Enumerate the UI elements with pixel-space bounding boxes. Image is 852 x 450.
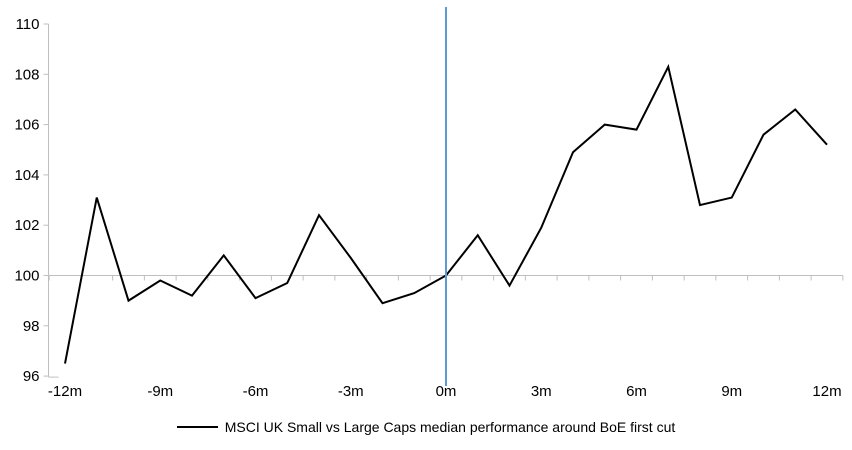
- legend-label: MSCI UK Small vs Large Caps median perfo…: [224, 419, 676, 435]
- y-tick-label: 108: [14, 66, 39, 83]
- x-tick-label: 12m: [812, 383, 841, 400]
- y-axis: [43, 23, 59, 378]
- x-tick-label: -3m: [338, 383, 364, 400]
- y-tick-label: 96: [23, 368, 40, 385]
- x-tick-label: 9m: [721, 383, 742, 400]
- x-axis-labels: -12m -9m -6m -3m 0m 3m 6m 9m 12m: [48, 383, 842, 400]
- x-tick-label: 6m: [626, 383, 647, 400]
- y-tick-label: 98: [23, 318, 40, 335]
- x-tick-label: 3m: [531, 383, 552, 400]
- y-tick-label: 106: [14, 117, 39, 134]
- y-tick-label: 100: [14, 268, 39, 285]
- chart-legend: MSCI UK Small vs Large Caps median perfo…: [0, 417, 852, 437]
- legend-line-sample: [176, 426, 218, 428]
- y-tick-label: 102: [14, 217, 39, 234]
- x-tick-label: -6m: [243, 383, 269, 400]
- y-tick-label: 110: [16, 16, 40, 33]
- x-tick-label: 0m: [436, 383, 457, 400]
- x-tick-label: -12m: [48, 383, 82, 400]
- y-axis-labels: 110 108 106 104 102 100 98 96: [14, 16, 39, 385]
- x-tick-label: -9m: [147, 383, 173, 400]
- y-tick-label: 104: [14, 167, 39, 184]
